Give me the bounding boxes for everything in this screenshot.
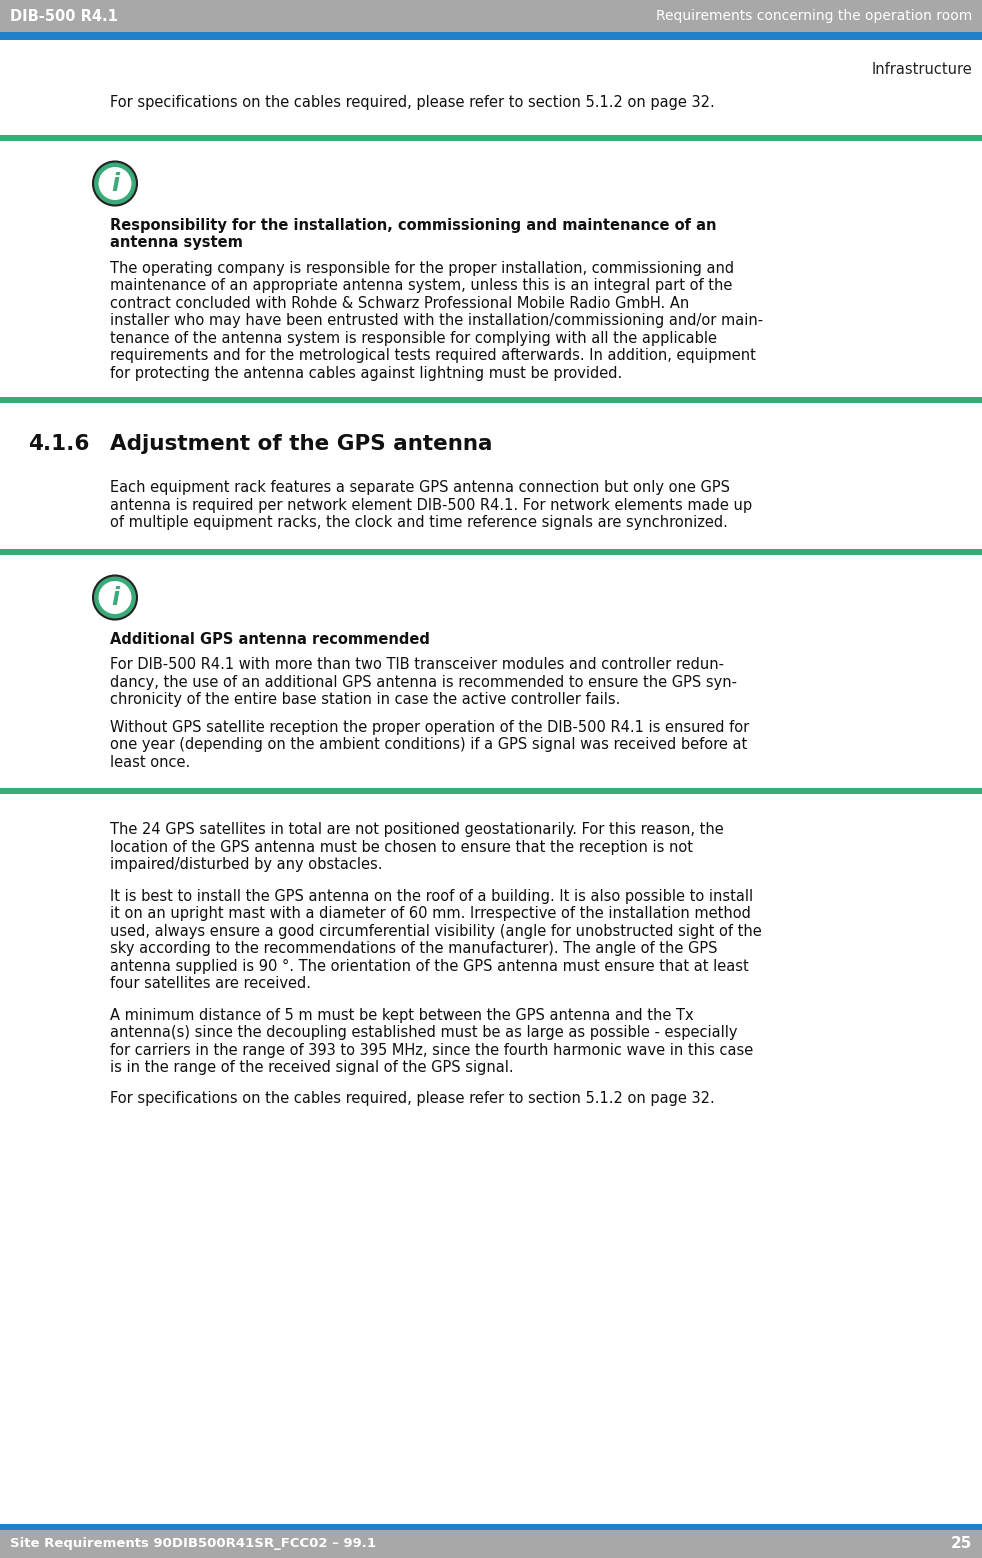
Text: The operating company is responsible for the proper installation, commissioning : The operating company is responsible for… [110,260,735,276]
Text: Requirements concerning the operation room: Requirements concerning the operation ro… [656,9,972,23]
Text: one year (depending on the ambient conditions) if a GPS signal was received befo: one year (depending on the ambient condi… [110,737,747,753]
Text: dancy, the use of an additional GPS antenna is recommended to ensure the GPS syn: dancy, the use of an additional GPS ante… [110,675,737,690]
Bar [0,134,982,140]
Circle shape [93,575,137,620]
Text: tenance of the antenna system is responsible for complying with all the applicab: tenance of the antenna system is respons… [110,330,717,346]
Bar [0,1530,982,1558]
Text: is in the range of the received signal of the GPS signal.: is in the range of the received signal o… [110,1059,514,1075]
Text: installer who may have been entrusted with the installation/commissioning and/or: installer who may have been entrusted wi… [110,313,763,329]
Text: The 24 GPS satellites in total are not positioned geostationarily. For this reas: The 24 GPS satellites in total are not p… [110,823,724,837]
Text: For specifications on the cables required, please refer to section 5.1.2 on page: For specifications on the cables require… [110,95,715,111]
Text: chronicity of the entire base station in case the active controller fails.: chronicity of the entire base station in… [110,692,621,707]
Bar [0,0,982,33]
Text: antenna supplied is 90 °. The orientation of the GPS antenna must ensure that at: antenna supplied is 90 °. The orientatio… [110,958,748,974]
Text: for carriers in the range of 393 to 395 MHz, since the fourth harmonic wave in t: for carriers in the range of 393 to 395 … [110,1042,753,1058]
Text: antenna system: antenna system [110,235,243,249]
Text: for protecting the antenna cables against lightning must be provided.: for protecting the antenna cables agains… [110,366,623,380]
Text: It is best to install the GPS antenna on the roof of a building. It is also poss: It is best to install the GPS antenna on… [110,888,753,904]
Text: it on an upright mast with a diameter of 60 mm. Irrespective of the installation: it on an upright mast with a diameter of… [110,907,751,921]
Bar [0,788,982,795]
Text: Without GPS satellite reception the proper operation of the DIB-500 R4.1 is ensu: Without GPS satellite reception the prop… [110,720,749,734]
Bar [0,1524,982,1530]
Bar [0,33,982,41]
Text: sky according to the recommendations of the manufacturer). The angle of the GPS: sky according to the recommendations of … [110,941,718,957]
Text: 4.1.6: 4.1.6 [28,435,89,453]
Bar [0,397,982,404]
Text: four satellites are received.: four satellites are received. [110,975,311,991]
Text: 25: 25 [951,1536,972,1552]
Text: Infrastructure: Infrastructure [871,62,972,76]
Text: antenna(s) since the decoupling established must be as large as possible - espec: antenna(s) since the decoupling establis… [110,1025,737,1041]
Text: i: i [111,586,119,609]
Bar [0,548,982,555]
Text: location of the GPS antenna must be chosen to ensure that the reception is not: location of the GPS antenna must be chos… [110,840,693,854]
Text: For DIB-500 R4.1 with more than two TIB transceiver modules and controller redun: For DIB-500 R4.1 with more than two TIB … [110,657,724,671]
Circle shape [98,581,132,614]
Text: Adjustment of the GPS antenna: Adjustment of the GPS antenna [110,435,493,453]
Text: DIB-500 R4.1: DIB-500 R4.1 [10,8,118,23]
Text: maintenance of an appropriate antenna system, unless this is an integral part of: maintenance of an appropriate antenna sy… [110,277,733,293]
Text: antenna is required per network element DIB-500 R4.1. For network elements made : antenna is required per network element … [110,497,752,513]
Text: impaired/disturbed by any obstacles.: impaired/disturbed by any obstacles. [110,857,383,872]
Text: Site Requirements 90DIB500R41SR_FCC02 – 99.1: Site Requirements 90DIB500R41SR_FCC02 – … [10,1538,376,1550]
Text: Responsibility for the installation, commissioning and maintenance of an: Responsibility for the installation, com… [110,218,717,232]
Text: Each equipment rack features a separate GPS antenna connection but only one GPS: Each equipment rack features a separate … [110,480,730,495]
Text: Additional GPS antenna recommended: Additional GPS antenna recommended [110,631,430,647]
Text: i: i [111,171,119,195]
Text: For specifications on the cables required, please refer to section 5.1.2 on page: For specifications on the cables require… [110,1092,715,1106]
Text: contract concluded with Rohde & Schwarz Professional Mobile Radio GmbH. An: contract concluded with Rohde & Schwarz … [110,296,689,310]
Circle shape [98,167,132,199]
Text: used, always ensure a good circumferential visibility (angle for unobstructed si: used, always ensure a good circumferenti… [110,924,762,938]
Text: of multiple equipment racks, the clock and time reference signals are synchroniz: of multiple equipment racks, the clock a… [110,516,728,530]
Text: A minimum distance of 5 m must be kept between the GPS antenna and the Tx: A minimum distance of 5 m must be kept b… [110,1008,693,1022]
Circle shape [93,162,137,206]
Text: requirements and for the metrological tests required afterwards. In addition, eq: requirements and for the metrological te… [110,347,756,363]
Text: least once.: least once. [110,754,191,770]
